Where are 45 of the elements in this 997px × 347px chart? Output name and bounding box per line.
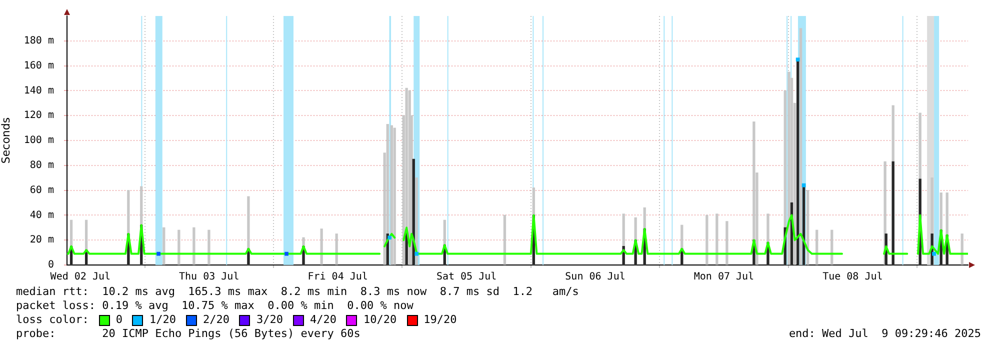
bar — [892, 161, 894, 265]
legend-label: 1/20 — [149, 313, 176, 327]
legend-label: 10/20 — [363, 313, 397, 327]
x-tick-label: Tue 08 Jul — [822, 272, 883, 283]
y-tick-label: 40 m — [30, 210, 54, 221]
text: end: Wed Jul 9 09:29:46 2025 — [788, 327, 981, 341]
bar — [706, 214, 708, 265]
x-tick-label: Fri 04 Jul — [308, 272, 368, 283]
y-tick-label: 180 m — [24, 35, 54, 46]
x-tick-label: Sun 06 Jul — [565, 272, 626, 283]
y-tick-label: 60 m — [30, 184, 54, 196]
x-tick-label: Thu 03 Jul — [179, 272, 240, 283]
legend-label: 0 — [116, 313, 122, 327]
bar — [716, 214, 718, 265]
x-tick-label: Sat 05 Jul — [436, 272, 497, 283]
text: median rtt: 10.2 ms avg 165.3 ms max 8.2 ms min 8.3 ms now 8.7 ms sd 1.2 am/s — [16, 285, 579, 299]
legend-label: 19/20 — [424, 313, 457, 327]
legend-label: 2/20 — [202, 313, 230, 327]
y-tick-label: 160 m — [24, 60, 54, 72]
bar — [192, 227, 196, 265]
y-tick-label: 80 m — [30, 160, 54, 171]
point — [932, 252, 936, 256]
legend-label: 4/20 — [310, 313, 336, 327]
point — [796, 58, 800, 62]
bar — [208, 230, 210, 265]
y-axis-title: Seconds — [0, 117, 12, 164]
x-tick-label: Mon 07 Jul — [694, 272, 754, 283]
point — [388, 236, 392, 240]
y-tick-label: 120 m — [24, 110, 54, 122]
bar — [393, 128, 396, 265]
point — [414, 252, 418, 256]
legend-label: 3/20 — [256, 313, 283, 327]
text: loss color: — [16, 313, 89, 327]
y-tick-label: 0 — [48, 260, 54, 271]
point — [284, 252, 288, 256]
text: probe: 20 ICMP Echo Pings (56 Bytes) every 60s — [16, 327, 360, 341]
y-tick-label: 140 m — [24, 85, 54, 96]
text: packet loss: 0.19 % avg 10.75 % max 0.00 % min 0.00 % now — [16, 299, 414, 313]
bar — [320, 228, 323, 265]
y-tick-label: 20 m — [30, 234, 54, 246]
y-tick-label: 100 m — [24, 135, 54, 146]
point — [156, 252, 160, 256]
x-tick-label: Wed 02 Jul — [50, 272, 111, 283]
bar — [726, 221, 728, 265]
bar — [503, 214, 506, 265]
